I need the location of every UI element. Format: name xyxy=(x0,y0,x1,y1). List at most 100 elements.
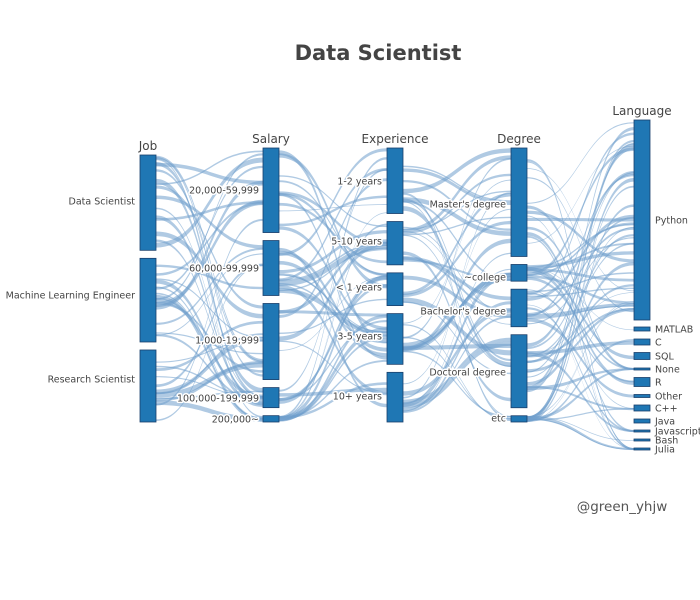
link-job-to-salary xyxy=(156,302,263,373)
category-label-language-sql: SQL xyxy=(655,352,675,363)
link-degree-to-language xyxy=(527,351,634,433)
link-experience-to-degree xyxy=(403,268,511,412)
link-job-to-salary xyxy=(156,332,263,355)
bar-language-javascript[interactable] xyxy=(633,429,651,433)
category-label-language-none: None xyxy=(655,365,680,376)
link-job-to-salary xyxy=(156,157,263,377)
category-label-language-julia: Julia xyxy=(654,445,675,456)
link-salary-to-experience xyxy=(279,168,387,282)
link-job-to-salary xyxy=(156,200,263,221)
link-job-to-salary xyxy=(156,286,263,420)
link-degree-to-language xyxy=(527,418,634,450)
bar-degree-master-s-degree[interactable] xyxy=(510,147,528,257)
link-job-to-salary xyxy=(156,185,263,309)
link-experience-to-degree xyxy=(403,168,511,206)
bar-salary-60-000-99-999[interactable] xyxy=(262,240,280,296)
link-job-to-salary xyxy=(156,195,263,249)
bar-degree-doctoral-degree[interactable] xyxy=(510,334,528,409)
bar-job-research-scientist[interactable] xyxy=(139,349,157,423)
link-experience-to-degree xyxy=(403,192,511,421)
link-job-to-salary xyxy=(156,180,263,310)
link-degree-to-language xyxy=(527,226,634,378)
link-job-to-salary xyxy=(156,333,263,403)
category-label-degree-doctoral-degree: Doctoral degree xyxy=(429,368,506,379)
link-degree-to-language xyxy=(527,122,634,204)
link-salary-to-experience xyxy=(279,340,387,394)
link-job-to-salary xyxy=(156,253,263,336)
bar-language-c[interactable] xyxy=(633,404,651,412)
link-experience-to-degree xyxy=(403,148,511,194)
bar-salary-200-000[interactable] xyxy=(262,415,280,423)
link-experience-to-degree xyxy=(403,251,511,402)
category-label-degree-etc: etc xyxy=(491,414,506,425)
dimension-label-job: Job xyxy=(138,139,158,153)
bar-experience-5-10-years[interactable] xyxy=(386,221,404,266)
link-job-to-salary xyxy=(156,320,263,372)
bar-experience-1-2-years[interactable] xyxy=(386,147,404,214)
bar-experience-10-years[interactable] xyxy=(386,371,404,423)
link-experience-to-degree xyxy=(403,341,511,409)
link-degree-to-language xyxy=(527,222,634,277)
link-experience-to-degree xyxy=(403,343,511,350)
link-job-to-salary xyxy=(156,158,263,418)
link-degree-to-language xyxy=(527,268,634,385)
bar-salary-1-000-19-999[interactable] xyxy=(262,303,280,380)
link-degree-to-language xyxy=(527,232,634,433)
link-salary-to-experience xyxy=(279,273,387,337)
bar-language-sql[interactable] xyxy=(633,352,651,360)
link-salary-to-experience xyxy=(279,247,387,408)
bar-job-data-scientist[interactable] xyxy=(139,154,157,251)
link-salary-to-experience xyxy=(279,204,387,212)
link-job-to-salary xyxy=(156,231,263,319)
category-label-job-machine-learning-engineer: Machine Learning Engineer xyxy=(6,291,135,302)
link-salary-to-experience xyxy=(279,284,387,402)
link-degree-to-language xyxy=(527,307,634,433)
bar-degree-bachelor-s-degree[interactable] xyxy=(510,288,528,328)
link-experience-to-degree xyxy=(403,179,511,231)
bar-language-matlab[interactable] xyxy=(633,326,651,332)
category-label-salary-20-000-59-999: 20,000-59,999 xyxy=(189,186,259,197)
link-salary-to-experience xyxy=(279,359,387,419)
bar-degree-etc[interactable] xyxy=(510,415,528,423)
link-degree-to-language xyxy=(527,223,634,269)
link-salary-to-experience xyxy=(279,178,387,318)
link-salary-to-experience xyxy=(279,250,387,352)
category-label-language-c: C xyxy=(655,338,662,349)
category-label-language-javascript: Javascript xyxy=(654,427,700,438)
bar-language-java[interactable] xyxy=(633,418,651,424)
bar-language-c[interactable] xyxy=(633,338,651,346)
link-experience-to-degree xyxy=(403,350,511,418)
bar-experience-1-years[interactable] xyxy=(386,272,404,307)
link-experience-to-degree xyxy=(403,157,511,339)
bar-language-bash[interactable] xyxy=(633,438,651,442)
link-salary-to-experience xyxy=(279,239,387,314)
link-degree-to-language xyxy=(527,132,634,296)
bar-language-none[interactable] xyxy=(633,367,651,371)
bar-salary-100-000-199-999[interactable] xyxy=(262,387,280,409)
link-salary-to-experience xyxy=(279,320,387,401)
bar-language-julia[interactable] xyxy=(633,447,651,451)
bar-degree-college[interactable] xyxy=(510,264,528,282)
category-label-salary-1-000-19-999: 1,000-19,999 xyxy=(195,336,259,347)
link-experience-to-degree xyxy=(403,179,511,324)
link-experience-to-degree xyxy=(403,234,511,367)
link-job-to-salary xyxy=(156,263,263,388)
link-experience-to-degree xyxy=(403,307,511,396)
bar-salary-20-000-59-999[interactable] xyxy=(262,147,280,233)
bar-language-other[interactable] xyxy=(633,394,651,398)
bar-job-machine-learning-engineer[interactable] xyxy=(139,257,157,343)
chart-title: Data Scientist xyxy=(295,41,462,65)
bar-language-r[interactable] xyxy=(633,377,651,387)
link-degree-to-language xyxy=(527,205,634,371)
category-label-salary-60-000-99-999: 60,000-99,999 xyxy=(189,264,259,275)
link-salary-to-experience xyxy=(279,168,387,392)
bar-language-python[interactable] xyxy=(633,119,651,321)
category-label-salary-100-000-199-999: 100,000-199,999 xyxy=(177,394,259,405)
category-label-job-data-scientist: Data Scientist xyxy=(69,197,136,208)
link-job-to-salary xyxy=(156,400,263,422)
link-degree-to-language xyxy=(527,408,634,421)
link-experience-to-degree xyxy=(403,256,511,312)
bar-experience-3-5-years[interactable] xyxy=(386,313,404,365)
link-degree-to-language xyxy=(527,415,634,451)
